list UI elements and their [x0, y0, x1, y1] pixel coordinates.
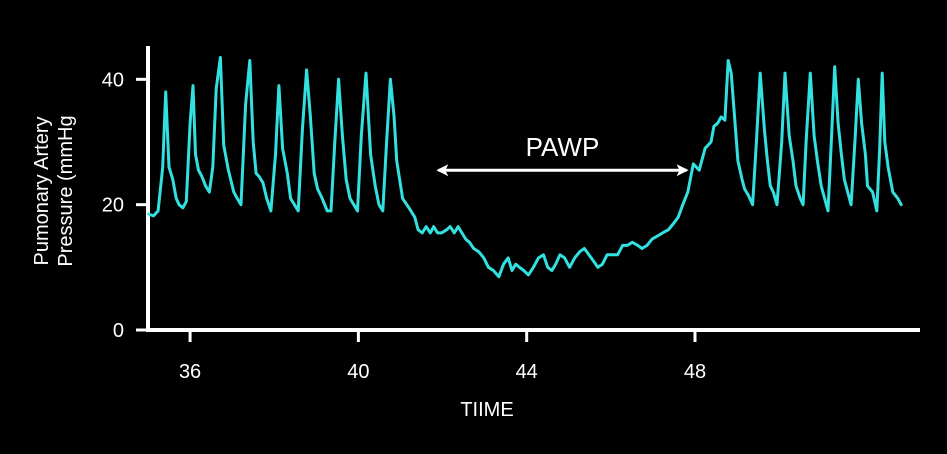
- y-tick-label: 0: [113, 320, 124, 342]
- y-tick-label: 40: [102, 69, 124, 91]
- ticks-layer: 36 40 44 48 0 20 40: [102, 69, 706, 383]
- pawp-label: PAWP: [526, 132, 600, 162]
- pressure-trace: [147, 55, 903, 279]
- x-axis-title: TIIME: [460, 399, 513, 421]
- y-axis-title-line-1: Pumonary Artery: [31, 117, 53, 266]
- x-tick-label: 44: [516, 361, 538, 383]
- y-tick-label: 20: [102, 195, 124, 217]
- y-axis-title-line-2: Pressure (mmHg: [55, 115, 77, 266]
- x-tick-label: 36: [179, 361, 201, 383]
- y-axis-title: Pumonary Artery Pressure (mmHg: [31, 115, 77, 266]
- x-tick-label: 40: [347, 361, 369, 383]
- x-tick-label: 48: [684, 361, 706, 383]
